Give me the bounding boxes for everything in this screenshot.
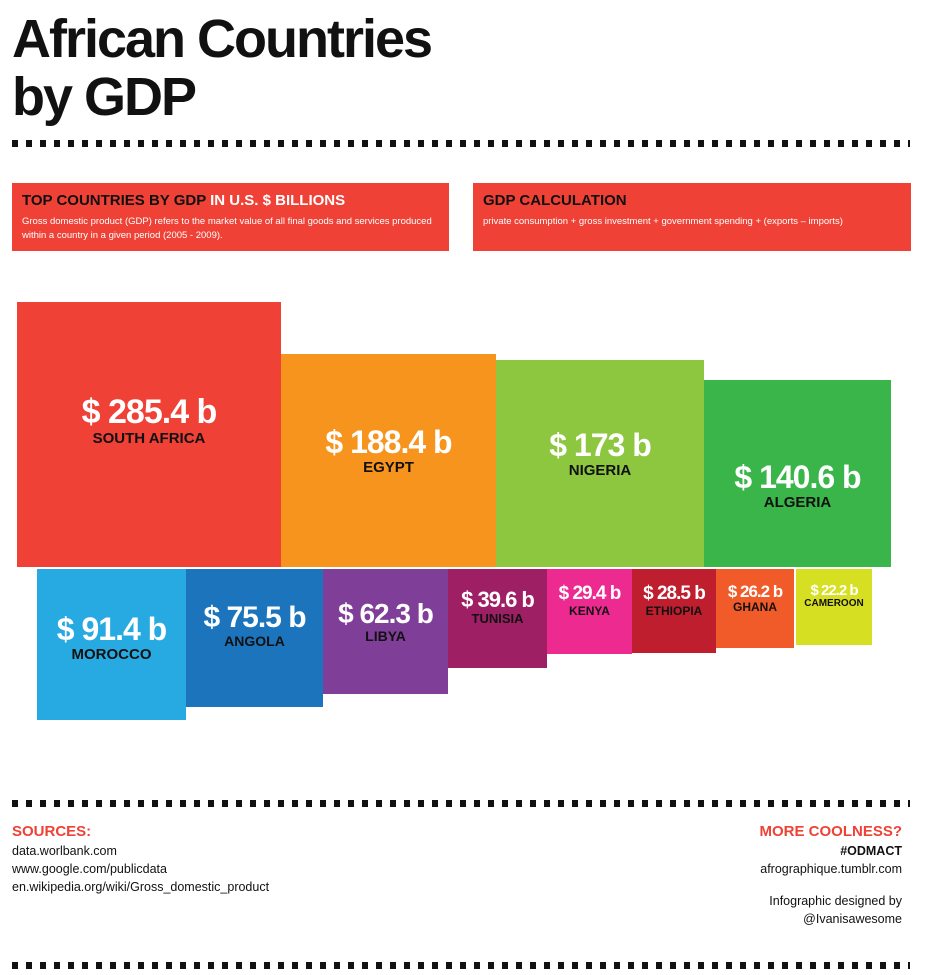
source-item[interactable]: en.wikipedia.org/wiki/Gross_domestic_pro… bbox=[12, 880, 270, 894]
title-line-2: by GDP bbox=[12, 67, 197, 127]
page-title: African Countries by GDP bbox=[12, 10, 712, 126]
gdp-value-label: $ 29.4 b bbox=[558, 583, 622, 604]
country-label: MOROCCO bbox=[71, 646, 152, 663]
gdp-value-label: $ 22.2 b bbox=[810, 582, 858, 599]
dotted-divider-middle bbox=[12, 800, 910, 807]
dotted-divider-top bbox=[12, 140, 910, 147]
site-link[interactable]: afrographique.tumblr.com bbox=[760, 862, 902, 876]
country-label: GHANA bbox=[733, 600, 777, 614]
gdp-value-label: $ 188.4 b bbox=[325, 424, 452, 460]
country-label: LIBYA bbox=[365, 628, 406, 644]
more-coolness-section: MORE COOLNESS? #ODMACT afrographique.tum… bbox=[542, 822, 902, 928]
gdp-value-label: $ 173 b bbox=[549, 427, 652, 463]
country-label: ALGERIA bbox=[763, 494, 832, 511]
country-label: CAMEROON bbox=[804, 598, 864, 609]
country-label: TUNISIA bbox=[471, 611, 524, 626]
info-box-heading: TOP COUNTRIES BY GDP IN U.S. $ BILLIONS bbox=[22, 191, 439, 211]
credit-handle[interactable]: @Ivanisawesome bbox=[803, 912, 902, 926]
gdp-block-egypt: $ 188.4 b EGYPT bbox=[281, 354, 496, 567]
hashtag[interactable]: #ODMACT bbox=[840, 844, 902, 858]
source-item[interactable]: www.google.com/publicdata bbox=[12, 862, 167, 876]
gdp-block-libya: $ 62.3 b LIBYA bbox=[323, 569, 448, 694]
source-item[interactable]: data.worlbank.com bbox=[12, 844, 117, 858]
country-label: SOUTH AFRICA bbox=[92, 430, 206, 447]
gdp-value-label: $ 91.4 b bbox=[56, 611, 167, 647]
gdp-block-angola: $ 75.5 b ANGOLA bbox=[186, 569, 323, 707]
country-label: KENYA bbox=[569, 604, 610, 618]
info-box-text: private consumption + gross investment +… bbox=[483, 216, 843, 227]
gdp-block-ethiopia: $ 28.5 b ETHIOPIA bbox=[632, 569, 716, 653]
gdp-block-kenya: $ 29.4 b KENYA bbox=[547, 569, 632, 654]
gdp-block-south-africa: $ 285.4 b SOUTH AFRICA bbox=[17, 302, 281, 567]
credit-line: Infographic designed by bbox=[769, 894, 902, 908]
gdp-value-label: $ 140.6 b bbox=[734, 459, 861, 495]
info-box-top-countries: TOP COUNTRIES BY GDP IN U.S. $ BILLIONS … bbox=[12, 183, 449, 251]
heading-dark: TOP COUNTRIES BY GDP bbox=[22, 192, 206, 209]
gdp-value-label: $ 75.5 b bbox=[203, 601, 306, 634]
heading-light: IN U.S. $ BILLIONS bbox=[205, 192, 346, 209]
gdp-block-cameroon: $ 22.2 b CAMEROON bbox=[796, 569, 872, 645]
country-label: ETHIOPIA bbox=[645, 604, 703, 618]
country-label: NIGERIA bbox=[568, 462, 632, 479]
gdp-value-label: $ 39.6 b bbox=[461, 587, 535, 612]
country-label: EGYPT bbox=[363, 459, 414, 476]
gdp-block-nigeria: $ 173 b NIGERIA bbox=[496, 360, 704, 567]
gdp-value-label: $ 26.2 b bbox=[727, 582, 783, 601]
info-box-gdp-calculation: GDP CALCULATION private consumption + gr… bbox=[473, 183, 911, 251]
gdp-value-label: $ 285.4 b bbox=[81, 393, 218, 431]
country-label: ANGOLA bbox=[224, 633, 285, 649]
gdp-block-morocco: $ 91.4 b MOROCCO bbox=[37, 569, 186, 720]
info-box-text: Gross domestic product (GDP) refers to t… bbox=[22, 216, 432, 241]
more-heading: MORE COOLNESS? bbox=[759, 823, 902, 840]
gdp-block-tunisia: $ 39.6 b TUNISIA bbox=[448, 569, 547, 668]
gdp-block-algeria: $ 140.6 b ALGERIA bbox=[704, 380, 891, 567]
gdp-value-label: $ 62.3 b bbox=[338, 598, 434, 629]
sources-section: SOURCES: data.worlbank.com www.google.co… bbox=[12, 822, 432, 896]
gdp-block-ghana: $ 26.2 b GHANA bbox=[716, 569, 794, 648]
title-line-1: African Countries bbox=[12, 9, 433, 69]
info-box-heading: GDP CALCULATION bbox=[483, 192, 627, 209]
gdp-value-label: $ 28.5 b bbox=[643, 583, 706, 604]
dotted-divider-bottom bbox=[12, 962, 910, 969]
sources-heading: SOURCES: bbox=[12, 823, 92, 840]
